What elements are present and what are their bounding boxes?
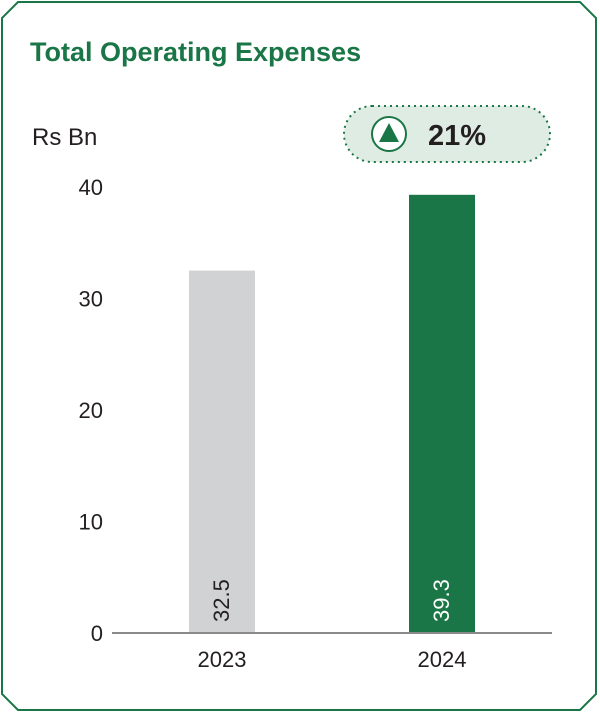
bar-value-label: 39.3: [429, 579, 454, 622]
bars: 32.5 39.3: [189, 194, 475, 633]
bar-2023: [189, 270, 255, 633]
x-tick-label: 2023: [198, 647, 247, 672]
y-tick-label: 20: [79, 398, 103, 423]
y-tick-label: 40: [79, 175, 103, 200]
bar-2024: [409, 194, 475, 633]
bar-value-label: 32.5: [209, 579, 234, 622]
chart-title: Total Operating Expenses: [30, 37, 361, 67]
y-tick-label: 30: [79, 287, 103, 312]
change-badge: 21%: [343, 105, 551, 163]
y-axis-ticks: 0 10 20 30 40: [79, 175, 103, 646]
y-axis-label: Rs Bn: [32, 124, 97, 151]
change-badge-value: 21%: [428, 120, 486, 152]
x-axis-ticks: 2023 2024: [198, 647, 467, 672]
y-tick-label: 0: [91, 621, 103, 646]
y-tick-label: 10: [79, 510, 103, 535]
x-tick-label: 2024: [418, 647, 467, 672]
triangle-up-icon: [379, 123, 399, 142]
